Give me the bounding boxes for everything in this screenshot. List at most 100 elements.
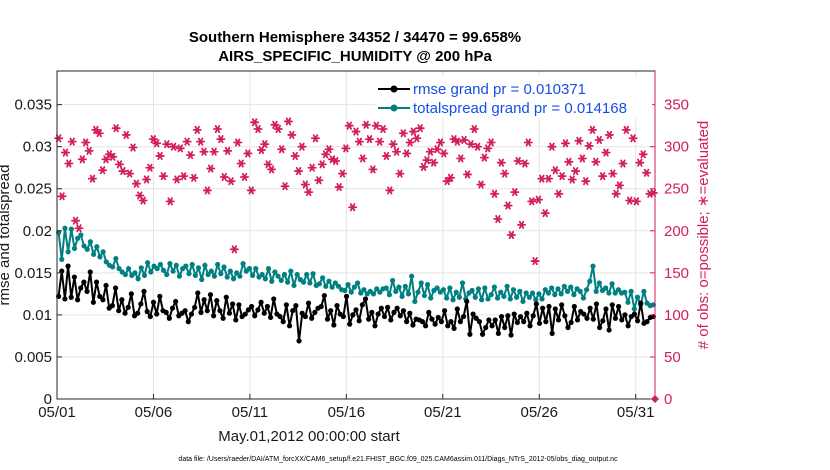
totalspread-point [65,249,71,255]
y-right-tick-label-4: 200 [664,223,689,240]
rmse-point [103,282,109,289]
rmse-point [454,306,460,312]
rmse-point [328,308,334,314]
rmse-point [195,290,201,296]
totalspread-point [288,268,294,274]
totalspread-point [78,232,84,238]
totalspread-point [475,286,482,292]
totalspread-point [202,262,208,268]
totalspread-point [479,297,485,303]
obs-marker [77,155,87,164]
rmse-point [267,314,274,321]
obs-marker [560,139,570,148]
rmse-point [293,303,299,309]
rmse-point [464,298,470,305]
rmse-point [473,315,479,321]
totalspread-point [205,271,211,278]
obs-marker [341,144,351,153]
rmse-point [214,298,220,304]
rmse-point [211,313,217,319]
totalspread-point [453,289,459,295]
totalspread-point [173,262,179,268]
rmse-point [574,317,581,323]
obs-marker [628,134,638,143]
obs-marker [625,196,635,205]
totalspread-point [628,288,634,294]
chart-subtitle: AIRS_SPECIFIC_HUMIDITY @ 200 hPa [218,48,492,65]
rmse-point [565,324,571,331]
rmse-point [609,302,615,308]
totalspread-point [275,273,281,279]
x-tick-label-6: 05/31 [617,404,655,421]
rmse-point [552,306,558,312]
rmse-point [305,300,312,306]
totalspread-point [590,263,596,269]
totalspread-point [507,296,513,302]
totalspread-point [291,282,297,289]
totalspread-point [189,261,195,268]
obs-marker [331,156,341,166]
obs-marker [601,148,611,157]
obs-marker [334,183,344,192]
totalspread-point [154,266,160,272]
totalspread-point [526,294,532,300]
obs-marker [385,186,395,195]
rmse-point [508,332,514,338]
rmse-point [230,301,236,307]
rmse-point [524,310,530,316]
y-right-tick-label-0: 0 [664,391,672,408]
totalspread-point [370,291,377,297]
obs-marker [456,154,466,163]
totalspread-point [100,249,106,255]
totalspread-point [227,268,233,274]
totalspread-point [164,271,170,278]
obs-marker [182,137,192,146]
rmse-point [486,317,492,323]
totalspread-point [300,279,307,285]
obs-marker [425,147,435,156]
totalspread-point [606,290,612,296]
totalspread-point [234,270,240,276]
rmse-point [562,313,568,319]
rmse-point [97,293,103,299]
obs-marker [108,152,118,161]
obs-marker [540,209,550,218]
obs-marker [459,135,469,144]
obs-marker [520,159,530,168]
obs-marker [503,201,513,210]
rmse-point [312,309,318,315]
obs-marker [125,169,135,178]
rmse-point [166,315,172,321]
obs-marker [300,180,310,189]
obs-marker [145,163,155,172]
totalspread-point [84,246,90,252]
rmse-point [68,294,74,300]
totalspread-point [103,259,109,265]
rmse-point [498,313,505,320]
rmse-point [343,293,350,299]
totalspread-point [253,266,259,272]
totalspread-point [351,284,358,290]
rmse-point [644,319,650,325]
totalspread-point [224,274,230,280]
totalspread-point [218,271,224,277]
totalspread-point [170,268,176,274]
totalspread-point [399,293,405,299]
rmse-point [144,308,150,315]
obs-marker [121,130,131,139]
totalspread-point [329,284,335,290]
obs-marker [415,124,425,133]
rmse-point [157,293,163,299]
rmse-point [185,319,191,325]
totalspread-point [110,264,116,270]
obs-marker [412,134,422,143]
totalspread-point [68,226,74,232]
totalspread-point [122,271,128,278]
rmse-point [141,288,147,294]
rmse-point [286,323,293,329]
totalspread-point [494,295,501,301]
rmse-point [283,302,289,308]
rmse-point [546,303,552,310]
rmse-point [90,299,96,305]
rmse-point [340,313,346,320]
